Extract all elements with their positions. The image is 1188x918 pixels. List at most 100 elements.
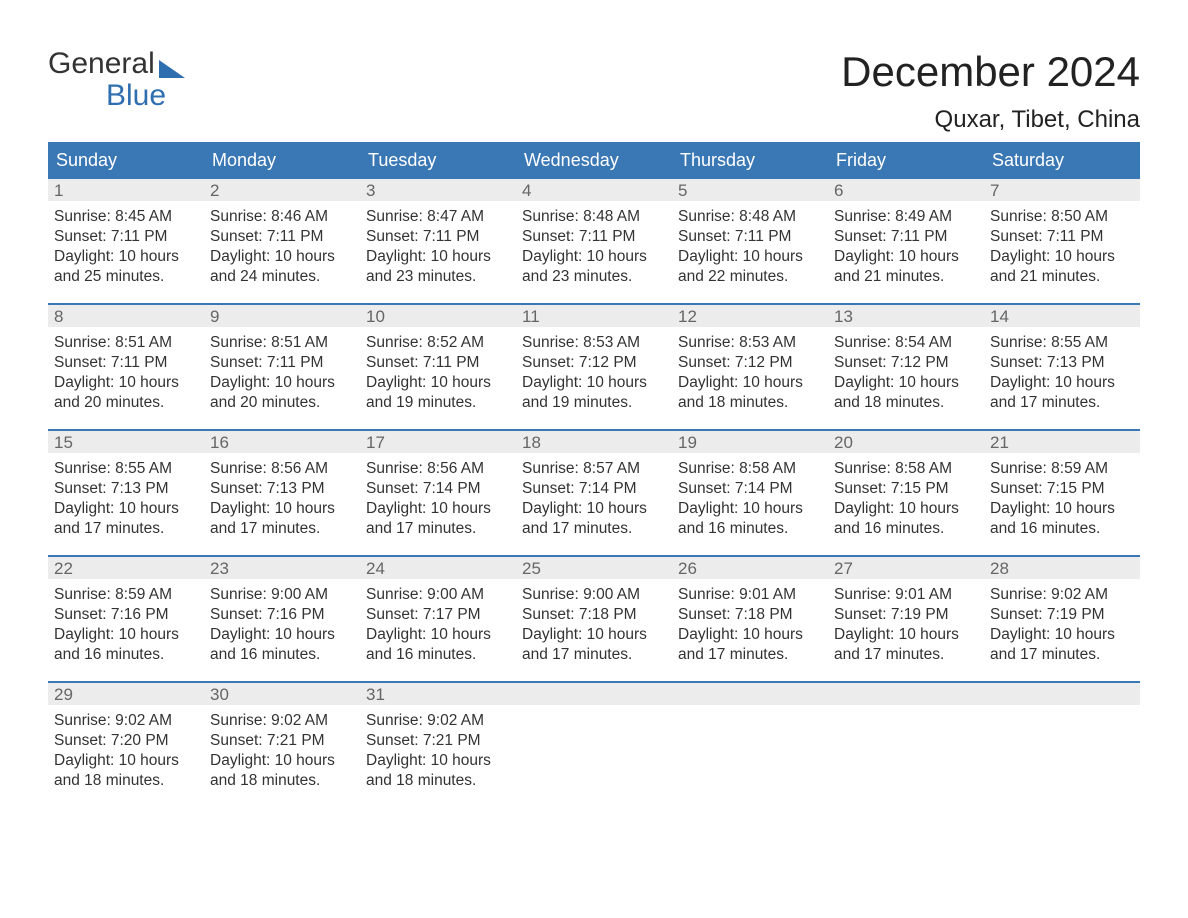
sunset-line: Sunset: 7:11 PM — [834, 227, 978, 247]
sunset-line: Sunset: 7:17 PM — [366, 605, 510, 625]
day-cell: 14Sunrise: 8:55 AMSunset: 7:13 PMDayligh… — [984, 305, 1140, 429]
sunrise-line: Sunrise: 9:02 AM — [54, 711, 198, 731]
sunset-line: Sunset: 7:14 PM — [522, 479, 666, 499]
day-number: 13 — [828, 305, 984, 327]
day-body: Sunrise: 8:46 AMSunset: 7:11 PMDaylight:… — [204, 201, 360, 296]
daylight-line-1: Daylight: 10 hours — [210, 247, 354, 267]
day-body: Sunrise: 9:02 AMSunset: 7:20 PMDaylight:… — [48, 705, 204, 800]
day-cell: 8Sunrise: 8:51 AMSunset: 7:11 PMDaylight… — [48, 305, 204, 429]
day-cell: 10Sunrise: 8:52 AMSunset: 7:11 PMDayligh… — [360, 305, 516, 429]
daylight-line-2: and 19 minutes. — [522, 393, 666, 413]
day-body: Sunrise: 9:01 AMSunset: 7:19 PMDaylight:… — [828, 579, 984, 674]
daylight-line-1: Daylight: 10 hours — [834, 625, 978, 645]
day-number: 15 — [48, 431, 204, 453]
sunset-line: Sunset: 7:14 PM — [366, 479, 510, 499]
daylight-line-1: Daylight: 10 hours — [210, 751, 354, 771]
daylight-line-2: and 16 minutes. — [54, 645, 198, 665]
sunset-line: Sunset: 7:11 PM — [522, 227, 666, 247]
daylight-line-1: Daylight: 10 hours — [54, 625, 198, 645]
day-number — [516, 683, 672, 705]
daylight-line-1: Daylight: 10 hours — [522, 373, 666, 393]
daylight-line-2: and 18 minutes. — [366, 771, 510, 791]
daylight-line-2: and 18 minutes. — [678, 393, 822, 413]
daylight-line-1: Daylight: 10 hours — [366, 751, 510, 771]
logo-flag-icon — [159, 60, 185, 78]
sunset-line: Sunset: 7:11 PM — [54, 353, 198, 373]
daylight-line-2: and 17 minutes. — [522, 519, 666, 539]
weekday-header: Saturday — [984, 142, 1140, 179]
daylight-line-1: Daylight: 10 hours — [210, 499, 354, 519]
sunset-line: Sunset: 7:15 PM — [834, 479, 978, 499]
day-cell: 26Sunrise: 9:01 AMSunset: 7:18 PMDayligh… — [672, 557, 828, 681]
daylight-line-2: and 16 minutes. — [990, 519, 1134, 539]
daylight-line-2: and 16 minutes. — [366, 645, 510, 665]
day-cell: 17Sunrise: 8:56 AMSunset: 7:14 PMDayligh… — [360, 431, 516, 555]
daylight-line-2: and 16 minutes. — [210, 645, 354, 665]
day-cell: 13Sunrise: 8:54 AMSunset: 7:12 PMDayligh… — [828, 305, 984, 429]
sunset-line: Sunset: 7:11 PM — [678, 227, 822, 247]
weekday-header: Sunday — [48, 142, 204, 179]
sunset-line: Sunset: 7:11 PM — [210, 227, 354, 247]
day-body: Sunrise: 8:58 AMSunset: 7:14 PMDaylight:… — [672, 453, 828, 548]
day-body: Sunrise: 8:52 AMSunset: 7:11 PMDaylight:… — [360, 327, 516, 422]
week-row: 1Sunrise: 8:45 AMSunset: 7:11 PMDaylight… — [48, 179, 1140, 303]
day-body: Sunrise: 8:51 AMSunset: 7:11 PMDaylight:… — [48, 327, 204, 422]
day-cell: 20Sunrise: 8:58 AMSunset: 7:15 PMDayligh… — [828, 431, 984, 555]
sunrise-line: Sunrise: 8:58 AM — [834, 459, 978, 479]
day-body: Sunrise: 8:55 AMSunset: 7:13 PMDaylight:… — [48, 453, 204, 548]
sunset-line: Sunset: 7:18 PM — [522, 605, 666, 625]
sunrise-line: Sunrise: 8:55 AM — [54, 459, 198, 479]
daylight-line-1: Daylight: 10 hours — [366, 373, 510, 393]
day-number: 1 — [48, 179, 204, 201]
day-body: Sunrise: 8:55 AMSunset: 7:13 PMDaylight:… — [984, 327, 1140, 422]
daylight-line-1: Daylight: 10 hours — [366, 247, 510, 267]
day-number: 16 — [204, 431, 360, 453]
day-number: 29 — [48, 683, 204, 705]
daylight-line-2: and 22 minutes. — [678, 267, 822, 287]
sunset-line: Sunset: 7:11 PM — [366, 353, 510, 373]
day-cell: 27Sunrise: 9:01 AMSunset: 7:19 PMDayligh… — [828, 557, 984, 681]
weekday-header: Wednesday — [516, 142, 672, 179]
day-number: 8 — [48, 305, 204, 327]
day-cell: 3Sunrise: 8:47 AMSunset: 7:11 PMDaylight… — [360, 179, 516, 303]
daylight-line-1: Daylight: 10 hours — [54, 373, 198, 393]
title-block: December 2024 Quxar, Tibet, China — [841, 48, 1140, 134]
day-number: 3 — [360, 179, 516, 201]
day-body: Sunrise: 8:53 AMSunset: 7:12 PMDaylight:… — [672, 327, 828, 422]
sunset-line: Sunset: 7:13 PM — [54, 479, 198, 499]
logo-text-line1: General — [48, 48, 155, 80]
day-number: 6 — [828, 179, 984, 201]
day-body — [672, 705, 828, 719]
day-cell: 6Sunrise: 8:49 AMSunset: 7:11 PMDaylight… — [828, 179, 984, 303]
day-body: Sunrise: 9:01 AMSunset: 7:18 PMDaylight:… — [672, 579, 828, 674]
day-number: 27 — [828, 557, 984, 579]
daylight-line-2: and 16 minutes. — [678, 519, 822, 539]
sunset-line: Sunset: 7:19 PM — [834, 605, 978, 625]
day-body: Sunrise: 8:48 AMSunset: 7:11 PMDaylight:… — [672, 201, 828, 296]
day-number: 17 — [360, 431, 516, 453]
day-number: 20 — [828, 431, 984, 453]
calendar-body: 1Sunrise: 8:45 AMSunset: 7:11 PMDaylight… — [48, 179, 1140, 807]
day-cell — [984, 683, 1140, 807]
day-cell: 29Sunrise: 9:02 AMSunset: 7:20 PMDayligh… — [48, 683, 204, 807]
sunset-line: Sunset: 7:21 PM — [210, 731, 354, 751]
sunrise-line: Sunrise: 8:49 AM — [834, 207, 978, 227]
day-number: 28 — [984, 557, 1140, 579]
day-cell: 7Sunrise: 8:50 AMSunset: 7:11 PMDaylight… — [984, 179, 1140, 303]
sunrise-line: Sunrise: 8:59 AM — [54, 585, 198, 605]
daylight-line-1: Daylight: 10 hours — [678, 499, 822, 519]
day-body: Sunrise: 9:00 AMSunset: 7:17 PMDaylight:… — [360, 579, 516, 674]
day-body: Sunrise: 8:53 AMSunset: 7:12 PMDaylight:… — [516, 327, 672, 422]
day-cell: 9Sunrise: 8:51 AMSunset: 7:11 PMDaylight… — [204, 305, 360, 429]
day-cell: 24Sunrise: 9:00 AMSunset: 7:17 PMDayligh… — [360, 557, 516, 681]
sunrise-line: Sunrise: 8:56 AM — [366, 459, 510, 479]
day-cell: 2Sunrise: 8:46 AMSunset: 7:11 PMDaylight… — [204, 179, 360, 303]
sunset-line: Sunset: 7:11 PM — [366, 227, 510, 247]
day-number: 19 — [672, 431, 828, 453]
page-title: December 2024 — [841, 48, 1140, 96]
sunset-line: Sunset: 7:16 PM — [210, 605, 354, 625]
sunrise-line: Sunrise: 8:56 AM — [210, 459, 354, 479]
day-number: 18 — [516, 431, 672, 453]
day-cell: 4Sunrise: 8:48 AMSunset: 7:11 PMDaylight… — [516, 179, 672, 303]
daylight-line-2: and 20 minutes. — [210, 393, 354, 413]
